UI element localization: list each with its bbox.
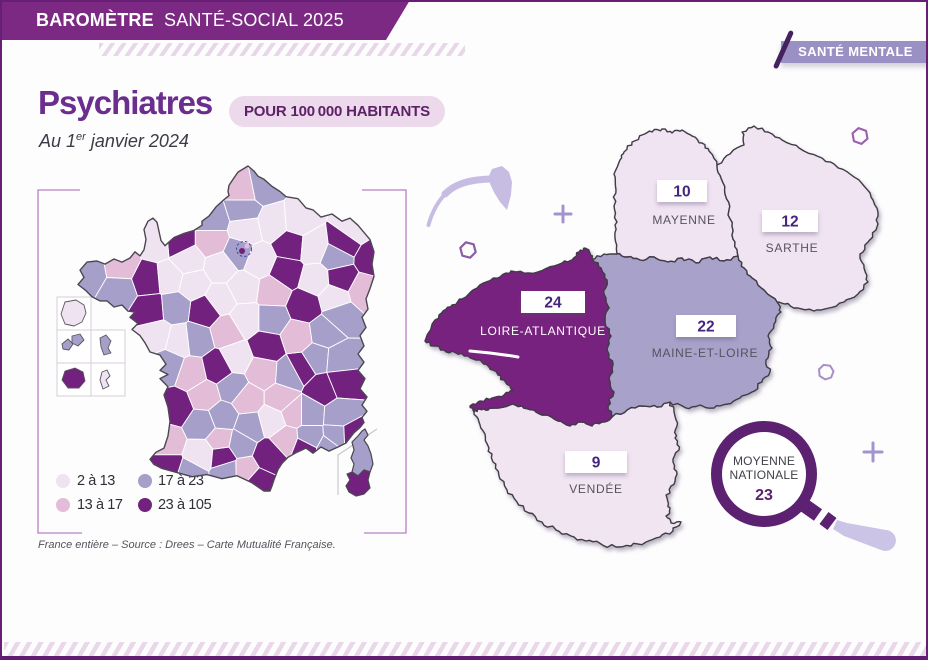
svg-text:23: 23 [755,487,773,504]
svg-text:22: 22 [697,319,714,336]
svg-text:SARTHE: SARTHE [766,241,819,255]
svg-text:MAINE-ET-LOIRE: MAINE-ET-LOIRE [652,346,758,360]
svg-text:MOYENNE: MOYENNE [733,454,795,468]
svg-text:LOIRE-ATLANTIQUE: LOIRE-ATLANTIQUE [480,324,606,338]
svg-text:24: 24 [544,295,562,312]
svg-text:NATIONALE: NATIONALE [730,468,799,482]
svg-text:9: 9 [592,455,601,472]
svg-text:VENDÉE: VENDÉE [569,481,623,496]
svg-text:MAYENNE: MAYENNE [652,213,715,227]
svg-text:10: 10 [673,184,690,201]
svg-text:12: 12 [781,214,798,231]
